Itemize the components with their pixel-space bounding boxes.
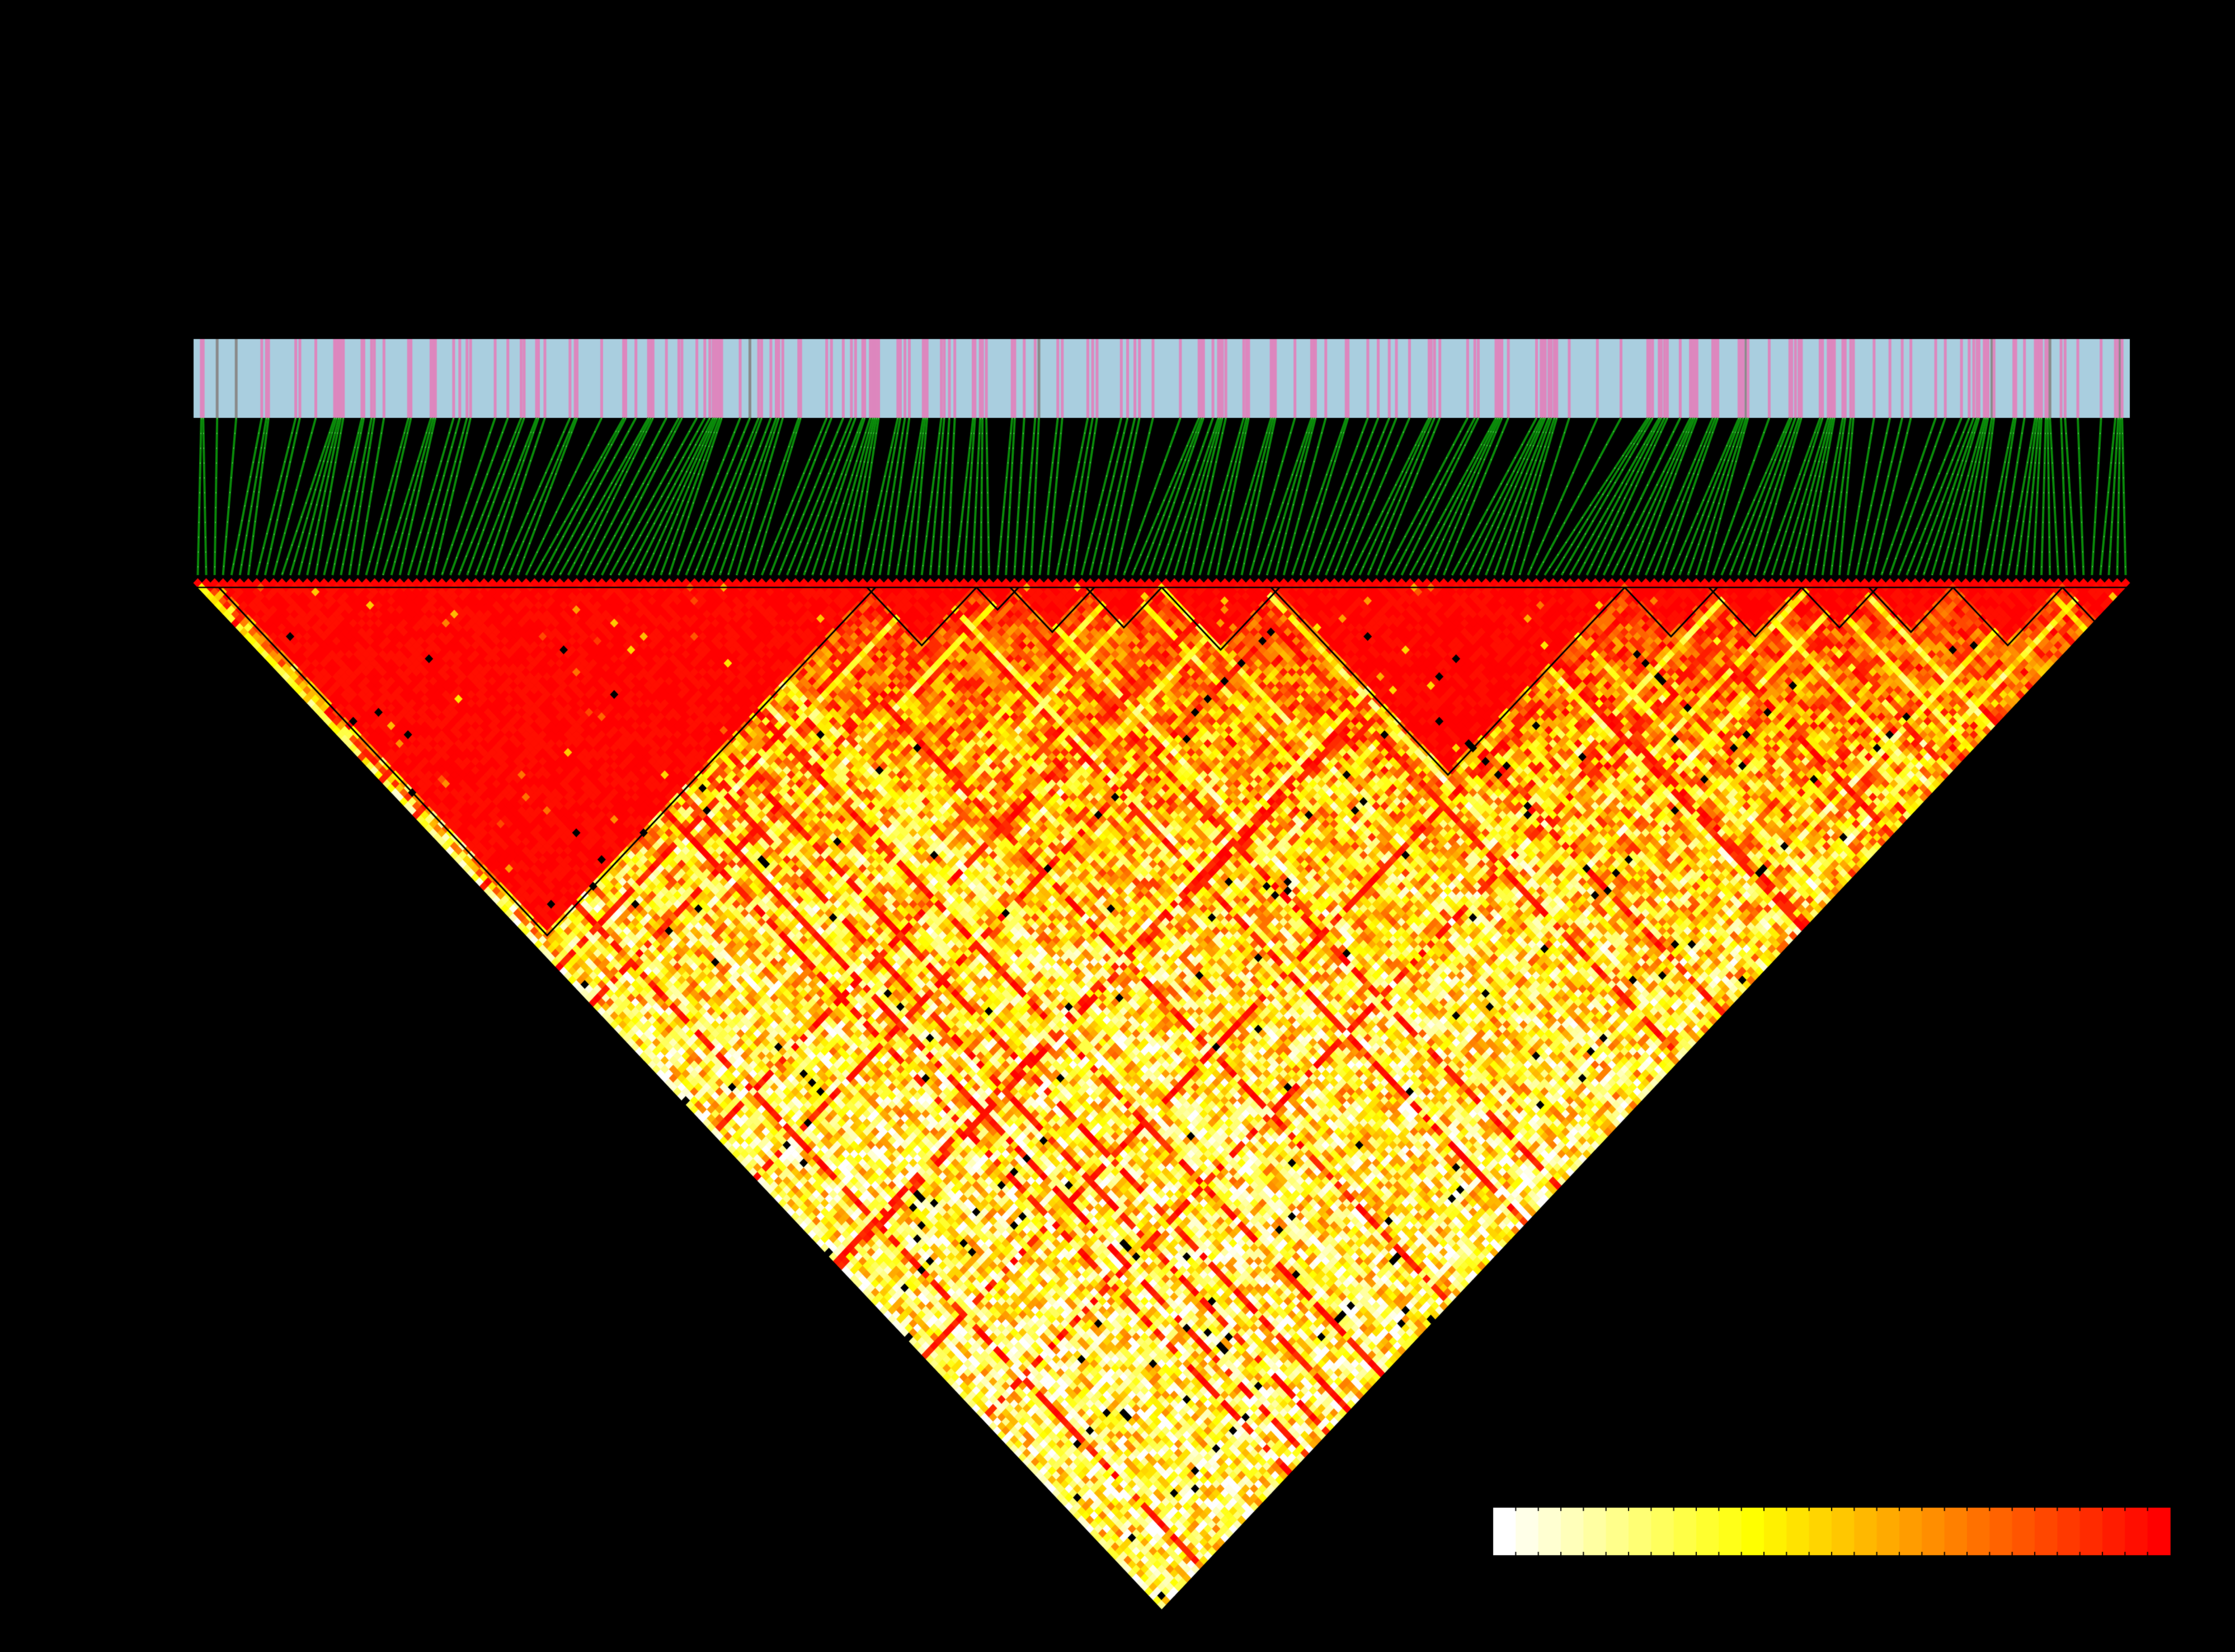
ld-heatmap-figure (0, 0, 2235, 1652)
ld-heatmap-canvas (0, 0, 2235, 1652)
